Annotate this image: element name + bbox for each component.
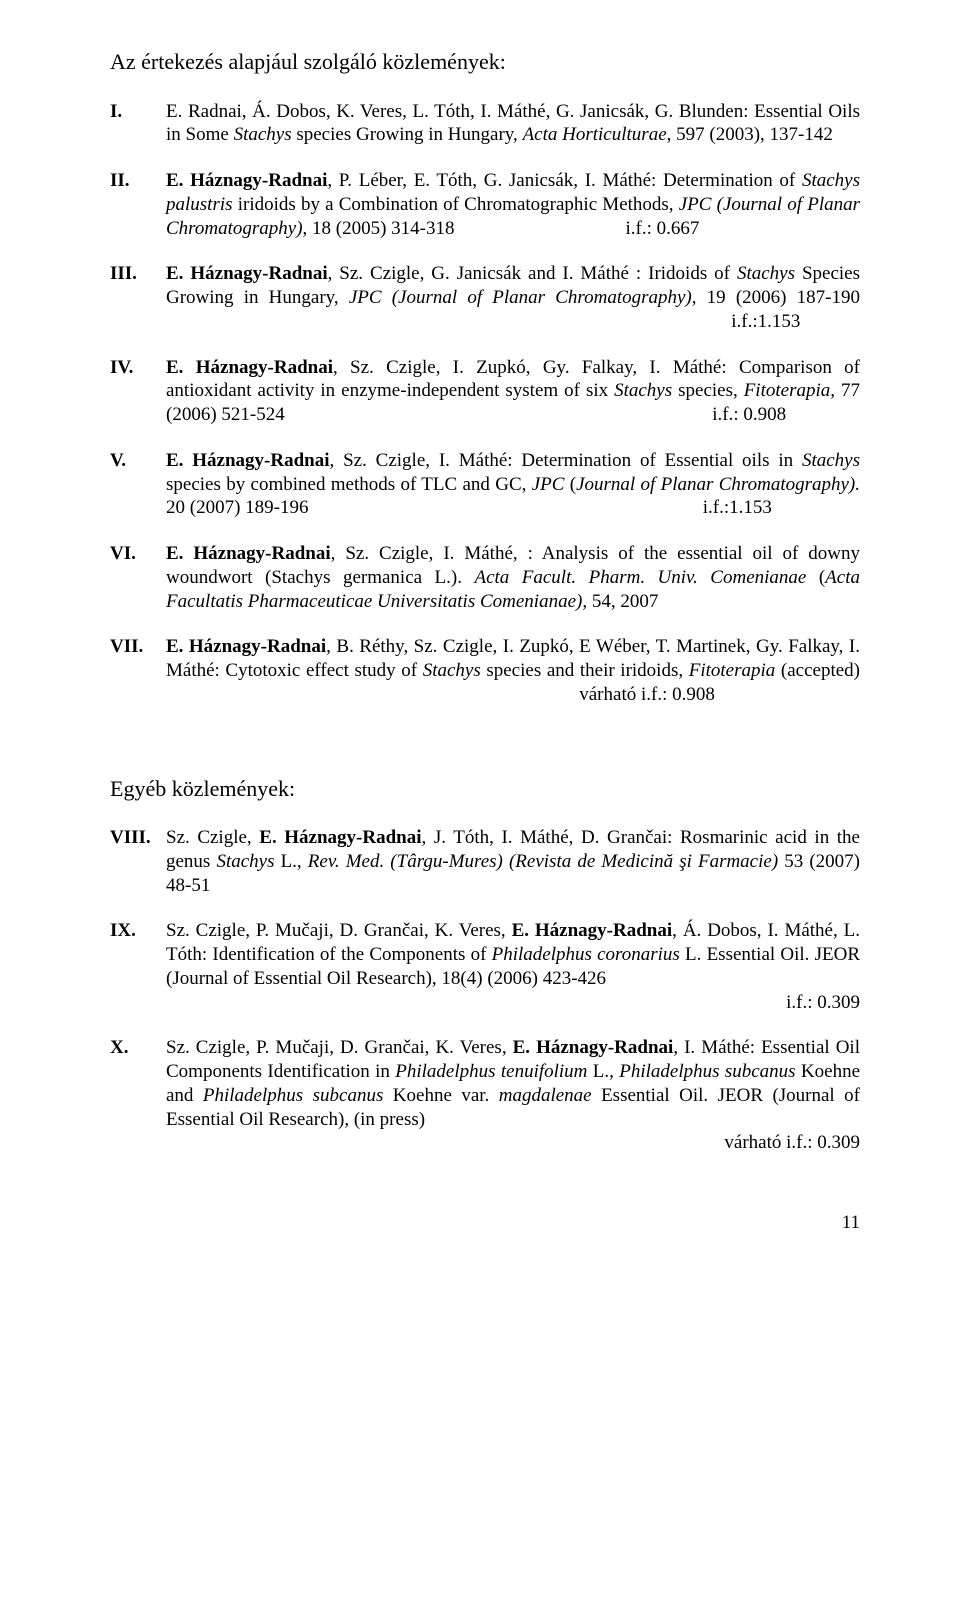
reference-item: V.E. Háznagy-Radnai, Sz. Czigle, I. Máth… — [110, 449, 860, 520]
section-title-2: Egyéb közlemények: — [110, 775, 860, 803]
page-number: 11 — [110, 1211, 860, 1235]
reference-text: E. Háznagy-Radnai, P. Léber, E. Tóth, G.… — [166, 169, 860, 240]
reference-text: E. Háznagy-Radnai, Sz. Czigle, I. Máthé,… — [166, 542, 860, 613]
reference-number: II. — [110, 169, 166, 193]
reference-item: I.E. Radnai, Á. Dobos, K. Veres, L. Tóth… — [110, 100, 860, 148]
reference-number: III. — [110, 262, 166, 286]
reference-item: II.E. Háznagy-Radnai, P. Léber, E. Tóth,… — [110, 169, 860, 240]
reference-text: E. Háznagy-Radnai, Sz. Czigle, I. Máthé:… — [166, 449, 860, 520]
reference-number: VI. — [110, 542, 166, 566]
section-title-1: Az értekezés alapjául szolgáló közlemény… — [110, 48, 860, 76]
reference-number: I. — [110, 100, 166, 124]
reference-number: VII. — [110, 635, 166, 659]
reference-text: E. Háznagy-Radnai, B. Réthy, Sz. Czigle,… — [166, 635, 860, 706]
reference-text: Sz. Czigle, P. Mučaji, D. Grančai, K. Ve… — [166, 919, 860, 1014]
reference-item: III.E. Háznagy-Radnai, Sz. Czigle, G. Ja… — [110, 262, 860, 333]
reference-text: E. Háznagy-Radnai, Sz. Czigle, I. Zupkó,… — [166, 356, 860, 427]
reference-list-2: VIII.Sz. Czigle, E. Háznagy-Radnai, J. T… — [110, 826, 860, 1155]
reference-text: E. Radnai, Á. Dobos, K. Veres, L. Tóth, … — [166, 100, 860, 148]
reference-number: X. — [110, 1036, 166, 1060]
reference-item: IV.E. Háznagy-Radnai, Sz. Czigle, I. Zup… — [110, 356, 860, 427]
reference-text: E. Háznagy-Radnai, Sz. Czigle, G. Janics… — [166, 262, 860, 333]
reference-item: IX.Sz. Czigle, P. Mučaji, D. Grančai, K.… — [110, 919, 860, 1014]
reference-number: VIII. — [110, 826, 166, 850]
reference-number: IV. — [110, 356, 166, 380]
reference-list-1: I.E. Radnai, Á. Dobos, K. Veres, L. Tóth… — [110, 100, 860, 707]
reference-item: X.Sz. Czigle, P. Mučaji, D. Grančai, K. … — [110, 1036, 860, 1155]
reference-text: Sz. Czigle, P. Mučaji, D. Grančai, K. Ve… — [166, 1036, 860, 1155]
reference-number: IX. — [110, 919, 166, 943]
reference-item: VI.E. Háznagy-Radnai, Sz. Czigle, I. Mát… — [110, 542, 860, 613]
reference-item: VII.E. Háznagy-Radnai, B. Réthy, Sz. Czi… — [110, 635, 860, 706]
reference-text: Sz. Czigle, E. Háznagy-Radnai, J. Tóth, … — [166, 826, 860, 897]
reference-item: VIII.Sz. Czigle, E. Háznagy-Radnai, J. T… — [110, 826, 860, 897]
reference-number: V. — [110, 449, 166, 473]
